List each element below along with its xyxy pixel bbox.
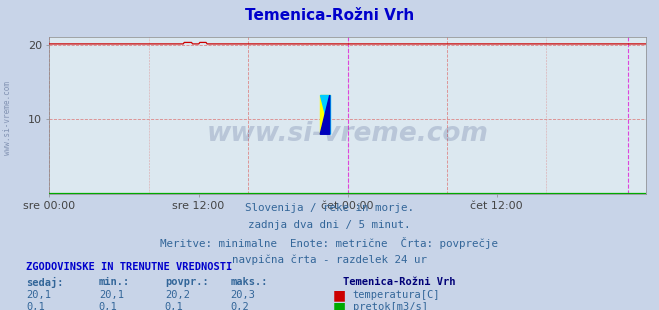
Text: 0,1: 0,1 xyxy=(99,302,117,310)
Text: maks.:: maks.: xyxy=(231,277,268,287)
Text: ZGODOVINSKE IN TRENUTNE VREDNOSTI: ZGODOVINSKE IN TRENUTNE VREDNOSTI xyxy=(26,262,233,272)
Text: zadnja dva dni / 5 minut.: zadnja dva dni / 5 minut. xyxy=(248,220,411,230)
Text: temperatura[C]: temperatura[C] xyxy=(353,290,440,300)
Text: ■: ■ xyxy=(333,301,346,310)
Text: navpična črta - razdelek 24 ur: navpična črta - razdelek 24 ur xyxy=(232,254,427,265)
Text: 20,2: 20,2 xyxy=(165,290,190,300)
Text: Temenica-Rožni Vrh: Temenica-Rožni Vrh xyxy=(343,277,455,287)
Polygon shape xyxy=(320,95,330,134)
Text: www.si-vreme.com: www.si-vreme.com xyxy=(3,81,13,155)
Text: povpr.:: povpr.: xyxy=(165,277,208,287)
Text: ■: ■ xyxy=(333,288,346,302)
Text: 0,2: 0,2 xyxy=(231,302,249,310)
Text: 0,1: 0,1 xyxy=(26,302,45,310)
Polygon shape xyxy=(320,95,330,134)
Text: pretok[m3/s]: pretok[m3/s] xyxy=(353,302,428,310)
Polygon shape xyxy=(320,95,330,134)
Text: Slovenija / reke in morje.: Slovenija / reke in morje. xyxy=(245,203,414,213)
Text: Meritve: minimalne  Enote: metrične  Črta: povprečje: Meritve: minimalne Enote: metrične Črta:… xyxy=(161,237,498,249)
Text: 20,3: 20,3 xyxy=(231,290,256,300)
Text: min.:: min.: xyxy=(99,277,130,287)
Text: sedaj:: sedaj: xyxy=(26,277,64,289)
Text: Temenica-Rožni Vrh: Temenica-Rožni Vrh xyxy=(245,8,414,23)
Text: 20,1: 20,1 xyxy=(99,290,124,300)
Text: 20,1: 20,1 xyxy=(26,290,51,300)
Text: www.si-vreme.com: www.si-vreme.com xyxy=(207,121,488,147)
Text: 0,1: 0,1 xyxy=(165,302,183,310)
